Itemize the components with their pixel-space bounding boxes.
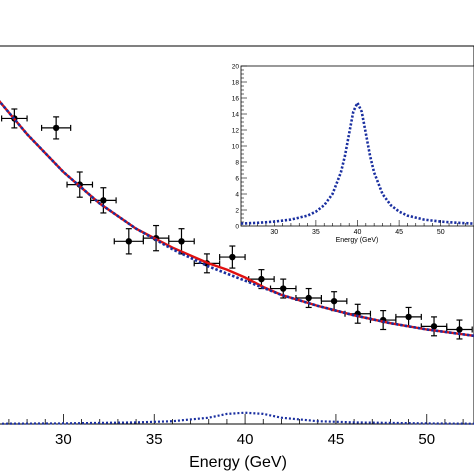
main-x-tick-label: 50 <box>418 431 435 448</box>
main-series-group <box>0 99 474 425</box>
data-marker <box>280 285 287 292</box>
inset-y-tick-label: 20 <box>232 63 240 70</box>
main-x-tick-label: 40 <box>237 431 254 448</box>
main-x-tick-label: 45 <box>328 431 345 448</box>
main-frame <box>0 45 474 425</box>
inset-x-tick-label: 45 <box>395 229 403 236</box>
inset-y-tick-label: 4 <box>235 191 239 198</box>
data-point <box>420 316 448 337</box>
data-marker <box>305 294 312 302</box>
inset-y-tick-label: 16 <box>232 95 240 102</box>
data-point <box>113 228 144 255</box>
inset-background <box>241 66 474 226</box>
data-marker <box>100 197 107 204</box>
main-x-tick-label: 35 <box>146 431 163 448</box>
main-x-tick-label: 30 <box>55 431 72 448</box>
inset-x-tick-label: 50 <box>437 229 445 236</box>
inset-y-tick-label: 8 <box>235 159 239 166</box>
inset-peak-curve <box>240 99 474 225</box>
data-marker <box>178 238 185 245</box>
data-marker <box>258 275 265 283</box>
inset-x-tick-label: 40 <box>354 229 362 236</box>
fit-curve-dotted <box>0 99 474 338</box>
inset-y-tick-label: 14 <box>232 111 240 118</box>
inset-y-tick-label: 18 <box>232 79 240 86</box>
inset-x-axis-label: Energy (GeV) <box>336 237 379 244</box>
data-marker <box>229 253 236 261</box>
data-point <box>395 306 422 327</box>
data-point <box>168 228 195 255</box>
inset-chart: 30 35 40 45 50 0 2 4 6 8 10 12 14 16 18 20 Energy (GeV) <box>232 63 474 244</box>
data-marker <box>456 326 463 333</box>
inset-y-tick-label: 10 <box>232 143 240 150</box>
main-x-axis-label: Energy (GeV) <box>189 454 287 471</box>
signal-peak-dotted <box>0 411 474 425</box>
data-point <box>219 245 246 269</box>
data-marker <box>52 124 60 132</box>
inset-y-tick-label: 0 <box>235 223 239 230</box>
data-marker <box>405 313 412 321</box>
inset-y-tick-label: 2 <box>235 207 239 214</box>
main-x-axis: 30 35 40 45 50 <box>8 414 464 448</box>
inset-x-tick-label: 35 <box>312 229 320 236</box>
inset-axes: 30 35 40 45 50 0 2 4 6 8 10 12 14 16 18 20 <box>232 63 466 236</box>
inset-series-group <box>240 99 474 225</box>
inset-y-tick-label: 12 <box>232 127 240 134</box>
data-marker <box>125 238 133 245</box>
inset-y-tick-label: 6 <box>235 175 239 182</box>
inset-x-tick-label: 30 <box>270 229 278 236</box>
data-point <box>90 187 117 214</box>
data-marker <box>330 297 338 305</box>
data-marker <box>430 323 438 330</box>
data-point <box>41 116 72 140</box>
